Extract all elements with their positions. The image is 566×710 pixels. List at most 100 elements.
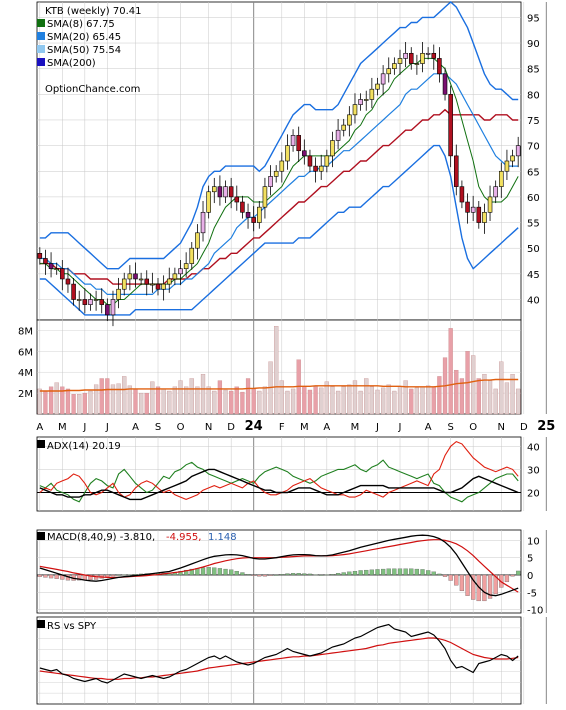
candle-body [470, 206, 476, 213]
candle-body [105, 304, 110, 316]
volume-bar [48, 386, 54, 415]
candle-body [403, 52, 408, 59]
volume-bar [251, 388, 256, 415]
chart-symbol-label: KTB (weekly) 70.41 [45, 6, 142, 17]
candle-body [223, 186, 228, 198]
macd-histogram-bar [212, 567, 217, 576]
macd-histogram-bar [240, 572, 245, 576]
volume-bar [403, 380, 408, 415]
month-label: A [425, 422, 432, 433]
volume-bar [138, 392, 144, 415]
macd-histogram-bar [409, 568, 414, 576]
macd-histogram-bar [217, 568, 223, 576]
macd-histogram-bar [37, 574, 42, 577]
volume-bar [144, 392, 149, 415]
candle-body [217, 186, 223, 198]
candle-body [43, 258, 48, 264]
month-label: D [227, 422, 235, 433]
legend-swatch [37, 58, 45, 66]
month-label: S [447, 422, 453, 433]
candle-body [515, 145, 521, 157]
macd-histogram-bar [493, 574, 498, 595]
macd-histogram-bar [442, 574, 448, 577]
macd-histogram-bar [482, 574, 487, 602]
month-label: A [132, 422, 139, 433]
rs-line [39, 623, 519, 684]
candle-body [408, 52, 414, 64]
price-tick-label: 85 [527, 65, 540, 76]
candle-body [459, 186, 465, 203]
candle-body [178, 268, 183, 275]
macd-histogram-bar [251, 574, 256, 576]
volume-bar [364, 378, 369, 415]
macd-histogram-bar [206, 567, 211, 576]
macd-legend-swatch [37, 532, 45, 540]
candle-body [499, 170, 504, 187]
candle-body [493, 186, 498, 198]
candle-body [279, 160, 285, 172]
candle-body [257, 206, 262, 223]
volume-bar [184, 386, 189, 415]
month-label: 24 [245, 419, 263, 434]
candle-body [442, 73, 448, 95]
volume-bar [414, 387, 420, 415]
volume-bar [155, 386, 161, 415]
volume-bar [133, 388, 138, 415]
price-tick-label: 80 [527, 90, 540, 101]
macd-histogram-bar [347, 571, 352, 576]
month-label: S [155, 422, 161, 433]
volume-bar [358, 390, 363, 415]
candle-body [234, 196, 240, 203]
candle-body [431, 52, 437, 59]
candle-body [273, 170, 279, 177]
month-label: D [520, 422, 528, 433]
price-tick-label: 90 [527, 39, 540, 50]
candle-body [268, 176, 273, 187]
adx-tick-label: 40 [527, 442, 540, 453]
macd-histogram-bar [375, 569, 380, 576]
candle-body [482, 211, 487, 223]
macd-histogram-bar [77, 574, 82, 581]
volume-bar [302, 386, 307, 415]
legend-label: SMA(8) 67.75 [47, 19, 115, 30]
brand-label: OptionChance.com [45, 84, 140, 95]
candle-body [341, 124, 346, 131]
legend-label: SMA(200) [47, 58, 96, 69]
candle-body [60, 268, 65, 280]
candle-body [420, 52, 425, 64]
month-label: M [351, 422, 360, 433]
macd-histogram-bar [229, 569, 234, 576]
macd-histogram-bar [319, 574, 324, 576]
month-label: M [58, 422, 67, 433]
panel-frame-price [36, 1, 522, 321]
candle-body [121, 278, 127, 290]
macd-histogram-bar [54, 574, 59, 579]
candle-body [437, 58, 442, 75]
price-tick-label: 75 [527, 116, 540, 127]
candle-body [302, 150, 307, 157]
volume-bar [510, 374, 515, 415]
volume-bar [426, 385, 431, 415]
volume-bar [347, 384, 352, 415]
candle-body [37, 253, 43, 259]
candle-body [166, 278, 172, 285]
volume-bar [352, 380, 358, 415]
candle-body [116, 288, 121, 300]
macd-histogram-bar [178, 571, 183, 576]
adx-tick-label: 30 [527, 465, 540, 476]
volume-bar [43, 390, 48, 415]
macd-line [39, 534, 519, 597]
month-label: N [205, 422, 212, 433]
macd-histogram-bar [364, 569, 369, 576]
macd-histogram-bar [48, 574, 54, 579]
price-tick-label: 70 [527, 142, 540, 153]
panel-frame-vol [36, 319, 522, 415]
volume-bar [487, 380, 493, 415]
volume-bar [471, 355, 476, 415]
volume-bar [369, 386, 374, 415]
month-label: M [300, 422, 309, 433]
candle-body [510, 155, 515, 162]
candle-body [425, 52, 431, 55]
candle-body [454, 155, 459, 187]
